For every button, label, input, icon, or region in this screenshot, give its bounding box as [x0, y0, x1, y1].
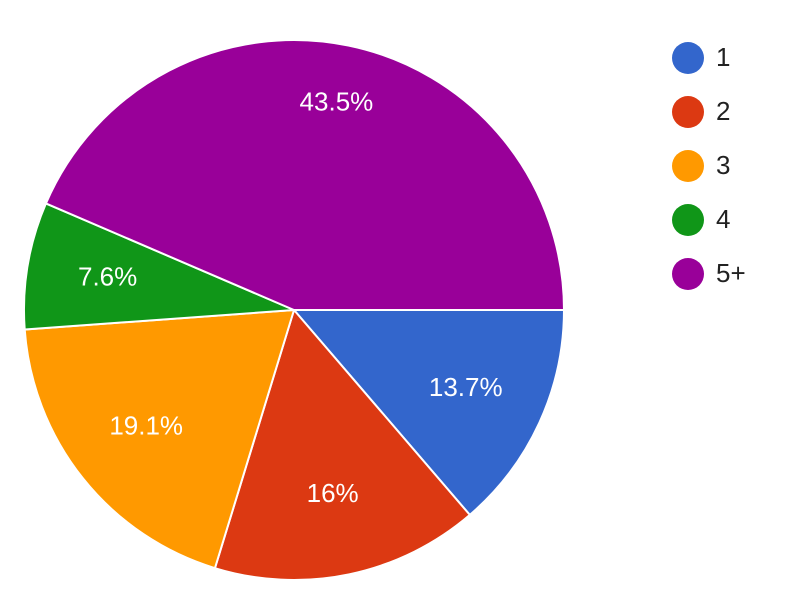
- slice-label: 16%: [307, 478, 359, 508]
- legend-label: 2: [716, 96, 730, 126]
- legend-label: 5+: [716, 258, 746, 288]
- slice: [23, 202, 295, 331]
- legend-swatch: [672, 96, 704, 128]
- legend-swatch: [672, 258, 704, 290]
- legend-swatch: [672, 42, 704, 74]
- legend-label: 1: [716, 42, 730, 72]
- pie: 13.7% 16% 19.1% 7.6% 43.5%: [23, 38, 566, 581]
- slice: [291, 309, 566, 517]
- slice-label: 43.5%: [300, 87, 374, 117]
- slice-label: 7.6%: [78, 262, 137, 292]
- slice: [23, 308, 296, 570]
- slice: [44, 38, 566, 311]
- legend-swatch: [672, 150, 704, 182]
- slice: [213, 307, 472, 581]
- slice-label: 13.7%: [429, 372, 503, 402]
- legend: 1 2 3 4 5+: [672, 42, 746, 290]
- legend-swatch: [672, 204, 704, 236]
- slice-label: 19.1%: [109, 411, 183, 441]
- legend-label: 4: [716, 204, 730, 234]
- legend-label: 3: [716, 150, 730, 180]
